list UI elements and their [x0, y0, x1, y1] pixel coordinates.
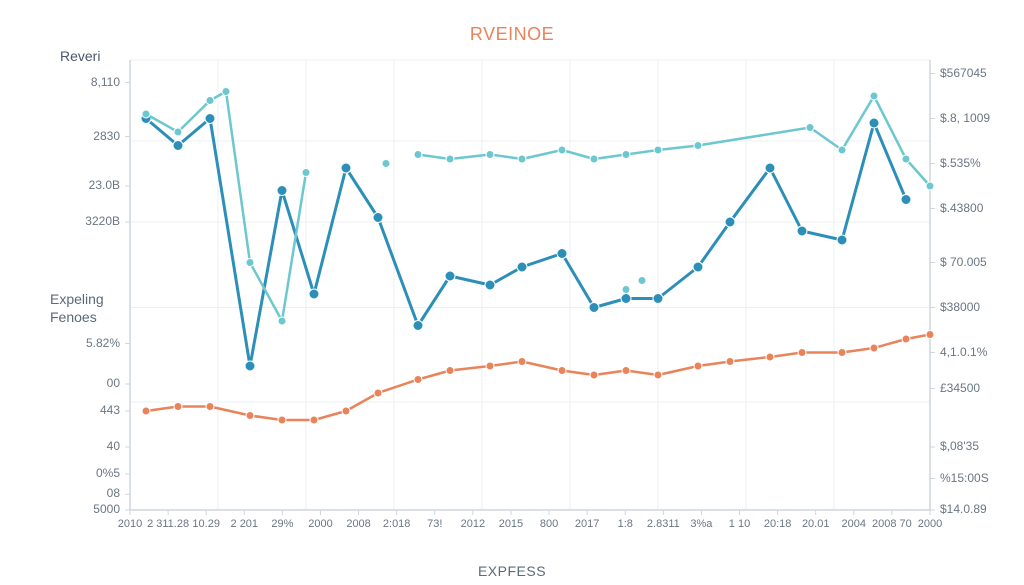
x-tick-label: 10.29	[192, 518, 220, 530]
y-right-tick-label: %15:00S	[940, 471, 989, 485]
x-tick-label: 2012	[461, 518, 485, 530]
y-left-tick-label: 2830	[93, 129, 120, 143]
x-tick-label: 3%a	[690, 518, 712, 530]
x-tick-label: 20.01	[802, 518, 830, 530]
y-right-tick-label: $.43800	[940, 201, 983, 215]
chart-plot	[0, 0, 1024, 585]
x-tick-label: 2008 70	[872, 518, 912, 530]
x-tick-label: 2000	[308, 518, 332, 530]
y-left-tick-label: 5.82%	[86, 336, 120, 350]
y-right-tick-label: $,08'35	[940, 439, 979, 453]
y-left-tick-label: 3220B	[85, 214, 120, 228]
y-right-tick-label: $ 70.005	[940, 255, 987, 269]
x-tick-label: 1 10	[729, 518, 750, 530]
x-tick-label: 2 201	[231, 518, 259, 530]
x-tick-label: 2004	[842, 518, 866, 530]
y-left-tick-label: 23.0B	[89, 178, 120, 192]
x-axis-title: EXPFESS	[0, 563, 1024, 579]
x-tick-label: 2010	[118, 518, 142, 530]
x-tick-label: 2015	[499, 518, 523, 530]
x-tick-label: 2:018	[383, 518, 411, 530]
x-tick-label: 2.8311	[647, 518, 680, 530]
y-right-tick-label: $14.0.89	[940, 502, 987, 516]
y-right-tick-label: $.8, 1009	[940, 111, 990, 125]
y-right-tick-label: $38000	[940, 300, 980, 314]
chart-container: RVEINOE Reveri Expeling Fenoes EXPFESS 8…	[0, 0, 1024, 585]
x-tick-label: 2000	[918, 518, 942, 530]
y-right-tick-label: $567045	[940, 66, 987, 80]
x-tick-label: 2 311.28	[147, 518, 189, 530]
y-left-tick-label: 0%5	[96, 466, 120, 480]
y-right-tick-label: $.535%	[940, 156, 981, 170]
y-right-tick-label: 4,1.0.1%	[940, 345, 987, 359]
y-right-tick-label: £34500	[940, 381, 980, 395]
y-left-tick-label: 5000	[93, 502, 120, 516]
x-tick-label: 20:18	[764, 518, 792, 530]
x-tick-label: 2008	[346, 518, 370, 530]
y-left-tick-label: 443	[100, 403, 120, 417]
y-left-tick-label: 8,110	[91, 75, 120, 89]
y-left-tick-label: 00	[107, 376, 120, 390]
x-tick-label: 73!	[427, 518, 442, 530]
y-left-tick-label: 40	[107, 439, 120, 453]
x-tick-label: 1:8	[618, 518, 633, 530]
x-tick-label: 2017	[575, 518, 599, 530]
x-tick-label: 800	[540, 518, 558, 530]
x-tick-label: 29%	[271, 518, 293, 530]
y-left-tick-label: 08	[107, 486, 120, 500]
